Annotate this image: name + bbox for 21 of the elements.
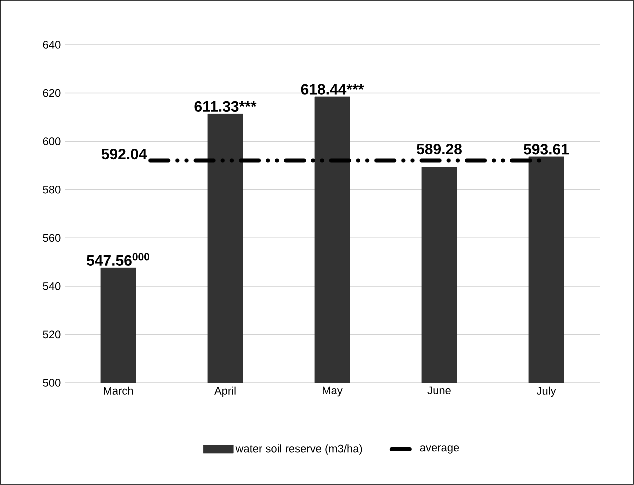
y-tick-label: 540 <box>43 282 61 290</box>
data-label: 589.28 <box>417 144 462 155</box>
x-tick-label: March <box>104 386 134 395</box>
legend-label: average <box>420 446 460 454</box>
y-tick-label: 640 <box>43 41 61 49</box>
y-tick-label: 620 <box>43 89 61 98</box>
y-tick-label: 580 <box>43 186 61 194</box>
x-tick-label: July <box>536 386 556 398</box>
data-label: 547.56$^{000}$ <box>87 253 150 266</box>
data-label: 593.61 <box>524 144 570 155</box>
data-label: 611.33*** <box>194 101 257 112</box>
legend-label: water soil reserve (m3/ha) <box>236 444 362 455</box>
annotation: 592.04 <box>102 148 148 160</box>
y-tick-label: 600 <box>43 138 61 146</box>
y-tick-label: 560 <box>43 234 61 242</box>
x-tick-label: April <box>214 386 236 398</box>
x-tick-label: June <box>428 386 451 395</box>
y-tick-label: 520 <box>43 330 61 339</box>
y-tick-label: 500 <box>43 379 61 387</box>
data-label: 618.44*** <box>301 84 364 95</box>
x-tick-label: May <box>323 386 343 397</box>
